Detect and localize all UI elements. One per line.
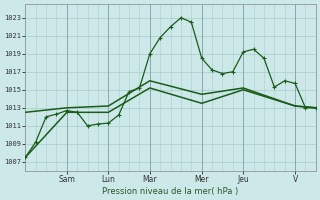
X-axis label: Pression niveau de la mer( hPa ): Pression niveau de la mer( hPa )	[102, 187, 239, 196]
